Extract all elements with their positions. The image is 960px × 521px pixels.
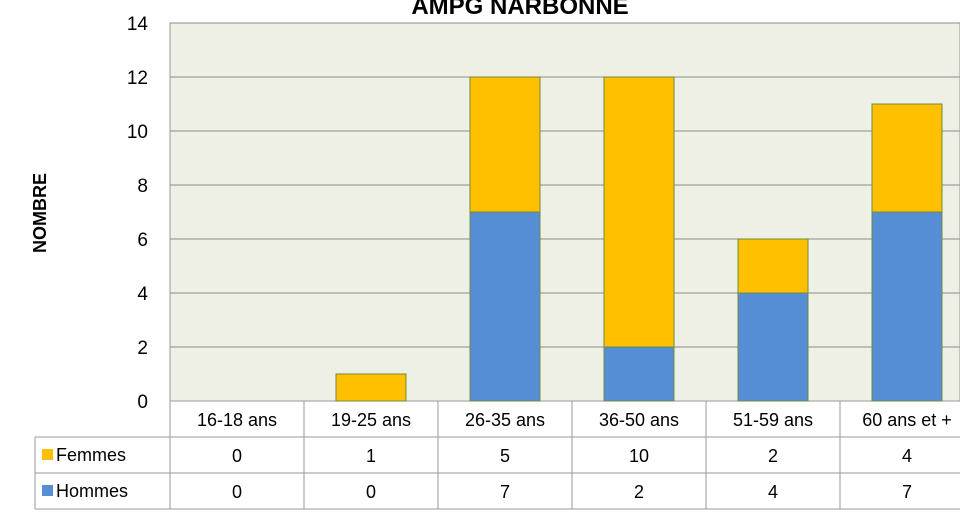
- x-tick-label: 16-18 ans: [197, 410, 277, 430]
- x-tick-label: 36-50 ans: [599, 410, 679, 430]
- y-tick-label: 8: [137, 176, 148, 197]
- plot-area: 0 2 4 6 8 10 12 14: [127, 14, 960, 413]
- y-tick-label: 0: [137, 392, 148, 413]
- bar-femmes: [603, 76, 675, 348]
- data-table: 16-18 ans 19-25 ans 26-35 ans 36-50 ans 51-5…: [34, 401, 960, 510]
- data-label: 10: [629, 446, 649, 466]
- x-tick-label: 19-25 ans: [331, 410, 411, 430]
- data-label: 0: [232, 446, 242, 466]
- bar-hommes: [469, 211, 541, 402]
- y-tick-label: 2: [137, 338, 148, 359]
- x-tick-label: 60 ans et +: [862, 410, 952, 430]
- data-label: 5: [500, 446, 510, 466]
- bar-hommes: [603, 346, 675, 402]
- chart-title: AMPG NARBONNE: [411, 0, 628, 20]
- bar-femmes: [737, 238, 809, 294]
- y-tick-label: 6: [137, 230, 148, 251]
- bar-femmes: [871, 103, 943, 213]
- x-tick-label: 51-59 ans: [733, 410, 813, 430]
- data-label: 0: [366, 482, 376, 502]
- data-label: 4: [768, 482, 778, 502]
- data-label: 2: [768, 446, 778, 466]
- y-tick-label: 14: [127, 14, 149, 35]
- bar-hommes: [737, 292, 809, 402]
- data-label: 7: [500, 482, 510, 502]
- data-label: 0: [232, 482, 242, 502]
- legend-label: Hommes: [56, 481, 128, 501]
- legend-label: Femmes: [56, 445, 126, 465]
- y-tick-label: 12: [127, 68, 148, 89]
- data-label: 2: [634, 482, 644, 502]
- x-tick-label: 26-35 ans: [465, 410, 545, 430]
- data-label: 1: [366, 446, 376, 466]
- data-label: 7: [902, 482, 912, 502]
- legend-key-femmes: [42, 449, 53, 460]
- legend-key-hommes: [42, 485, 53, 496]
- y-axis-label: NOMBRE: [30, 173, 50, 253]
- y-tick-label: 4: [137, 284, 148, 305]
- bar-femmes: [335, 373, 407, 402]
- data-label: 4: [902, 446, 912, 466]
- plot-background: [169, 22, 960, 402]
- bar-hommes: [871, 211, 943, 402]
- bar-femmes: [469, 76, 541, 213]
- y-tick-label: 10: [127, 122, 148, 143]
